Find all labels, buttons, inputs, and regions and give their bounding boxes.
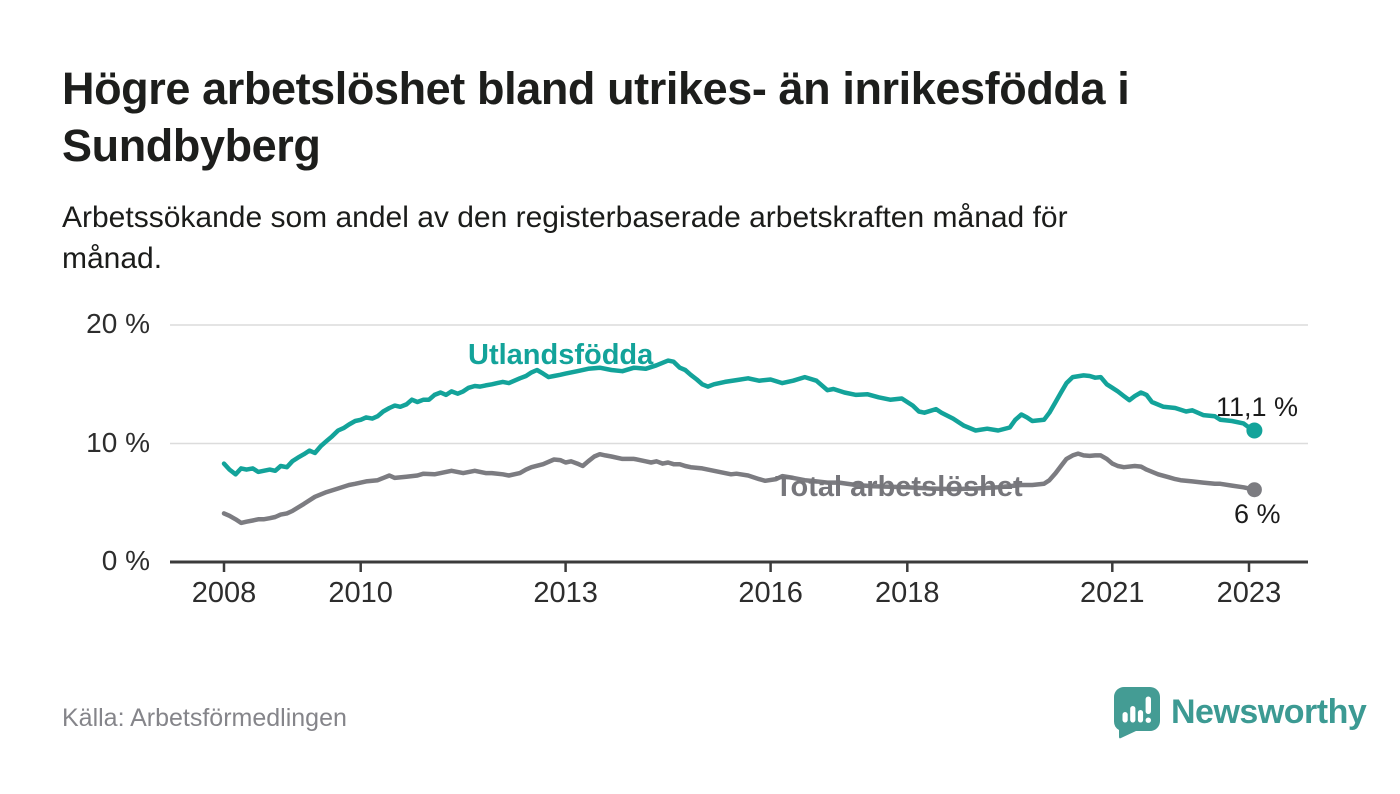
subtitle-line-2: månad.: [62, 242, 163, 275]
x-axis-tick-label: 2013: [533, 577, 598, 609]
x-axis-tick-label: 2010: [328, 577, 393, 609]
newsworthy-logo: Newsworthy: [1113, 686, 1367, 739]
x-axis-tick-label: 2021: [1080, 577, 1145, 609]
end-dot-utlandsfodda: [1246, 422, 1263, 439]
source-note: Källa: Arbetsförmedlingen: [62, 704, 347, 732]
y-axis-tick-label: 10 %: [86, 426, 150, 458]
x-axis-tick-label: 2016: [738, 577, 803, 609]
title-line-1: Högre arbetslöshet bland utrikes- än inr…: [62, 63, 1130, 114]
x-axis-tick-label: 2008: [191, 577, 257, 609]
subtitle-line-1: Arbetssökande som andel av den registerb…: [62, 201, 1068, 234]
brand-name: Newsworthy: [1171, 693, 1367, 731]
value-label-utlandsfodda: 11,1 %: [1216, 392, 1299, 422]
end-dot-total-arbetsloshet: [1246, 482, 1262, 498]
x-axis-tick-label: 2023: [1216, 577, 1282, 609]
chart-subtitle: Arbetssökande som andel av den registerb…: [62, 197, 1068, 279]
series-line-utlandsfodda: [221, 358, 1257, 477]
y-axis-tick-label: 20 %: [86, 308, 150, 340]
series-label-total-arbetsloshet: Total arbetslöshet: [775, 471, 1023, 503]
value-label-total-arbetsloshet: 6 %: [1234, 499, 1281, 529]
newsworthy-logo-icon: [1113, 686, 1160, 739]
page-title: Högre arbetslöshet bland utrikes- än inr…: [62, 60, 1130, 174]
y-axis-tick-label: 0 %: [101, 545, 150, 577]
series-line-total-arbetsloshet: [221, 451, 1257, 526]
x-axis-tick-label: 2018: [875, 577, 940, 609]
title-line-2: Sundbyberg: [62, 120, 321, 171]
series-label-utlandsfodda: Utlandsfödda: [468, 339, 654, 371]
